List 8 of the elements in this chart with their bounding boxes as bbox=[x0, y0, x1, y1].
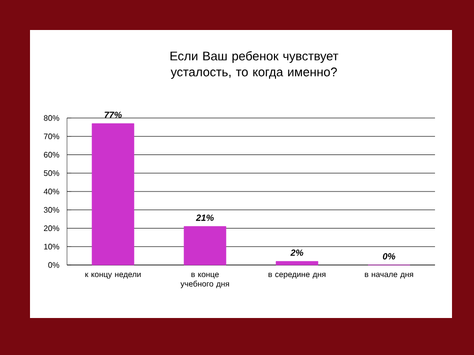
data-label: 2% bbox=[290, 249, 304, 256]
bar bbox=[276, 261, 318, 266]
bar bbox=[184, 226, 226, 266]
bar bbox=[92, 123, 134, 266]
data-label: 0% bbox=[382, 253, 396, 260]
data-label: 77% bbox=[104, 112, 122, 118]
data-label: 21% bbox=[196, 214, 214, 221]
chart-title: Если Ваш ребенок чувствует усталость, то когда именно? bbox=[170, 51, 338, 79]
